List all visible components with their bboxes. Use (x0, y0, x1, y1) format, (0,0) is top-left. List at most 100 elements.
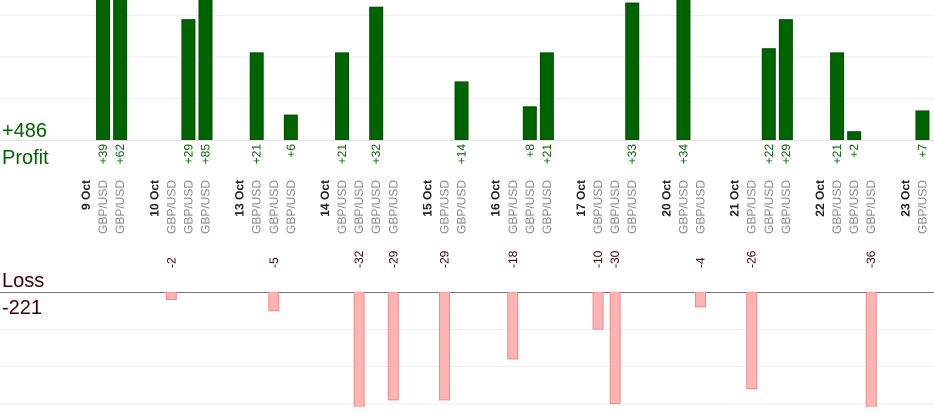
profit-value-label: +29 (779, 144, 793, 165)
profit-label: Profit (2, 147, 49, 169)
profit-value-label: +62 (113, 144, 127, 165)
profit-value-label: +34 (676, 144, 690, 165)
profit-bar (283, 114, 298, 140)
profit-bar (761, 48, 776, 140)
profit-value-label: +14 (455, 144, 469, 165)
loss-bar (695, 292, 707, 308)
profit-value-label: +33 (625, 144, 639, 165)
loss-bar (353, 292, 365, 407)
pair-label: GBP/USD (113, 180, 127, 234)
profit-bar (847, 131, 862, 140)
profit-bar (335, 52, 350, 140)
pair-label: GBP/USD (250, 180, 264, 234)
loss-bar (746, 292, 758, 390)
loss-value-label: -5 (267, 257, 281, 268)
loss-bar (592, 292, 604, 330)
profit-value-label: +21 (335, 144, 349, 165)
date-label: 17 Oct (574, 180, 588, 217)
pair-label: GBP/USD (437, 180, 451, 234)
loss-bar (438, 292, 450, 401)
pair-label: GBP/USD (369, 180, 383, 234)
pair-label: GBP/USD (352, 180, 366, 234)
profit-bar (830, 52, 845, 140)
loss-value-label: -32 (352, 250, 366, 268)
date-label: 16 Oct (489, 180, 503, 217)
pair-label: GBP/USD (591, 180, 605, 234)
date-label: 15 Oct (420, 180, 434, 217)
profit-value-label: +39 (96, 144, 110, 165)
pair-label: GBP/USD (267, 180, 281, 234)
profit-value-label: +21 (830, 144, 844, 165)
pair-label: GBP/USD (625, 180, 639, 234)
profit-bar (778, 19, 793, 140)
date-label: 13 Oct (233, 180, 247, 217)
loss-total: -221 (2, 297, 42, 319)
loss-bar (865, 292, 877, 407)
date-label: 21 Oct (728, 180, 742, 217)
date-label: 23 Oct (898, 180, 912, 217)
date-label: 10 Oct (147, 180, 161, 217)
pair-label: GBP/USD (335, 180, 349, 234)
profit-bar (249, 52, 264, 140)
pair-label: GBP/USD (284, 180, 298, 234)
loss-value-label: -26 (745, 250, 759, 268)
loss-value-label: -2 (164, 257, 178, 268)
pair-label: GBP/USD (676, 180, 690, 234)
profit-value-label: +29 (181, 144, 195, 165)
loss-value-label: -29 (437, 250, 451, 268)
profit-bar (915, 110, 930, 140)
loss-bar (387, 292, 399, 401)
date-label: 22 Oct (813, 180, 827, 217)
loss-value-label: -29 (386, 250, 400, 268)
pair-label: GBP/USD (386, 180, 400, 234)
profit-value-label: +2 (847, 144, 861, 158)
loss-bars (165, 292, 877, 407)
pair-label: GBP/USD (830, 180, 844, 234)
pair-label: GBP/USD (847, 180, 861, 234)
pair-label: GBP/USD (455, 180, 469, 234)
loss-bar (507, 292, 519, 360)
profit-value-label: +8 (523, 144, 537, 158)
pair-label: GBP/USD (745, 180, 759, 234)
loss-value-label: -10 (591, 250, 605, 268)
pair-label: GBP/USD (198, 180, 212, 234)
loss-bar (609, 292, 621, 405)
pair-label: GBP/USD (96, 180, 110, 234)
profit-bar (113, 0, 128, 140)
loss-label: Loss (2, 270, 44, 292)
loss-value-label: -36 (864, 250, 878, 268)
date-label: 9 Oct (79, 180, 93, 210)
profit-value-label: +7 (915, 144, 929, 158)
pair-label: GBP/USD (762, 180, 776, 234)
pair-label: GBP/USD (608, 180, 622, 234)
profit-bars (96, 0, 930, 140)
profit-bar (181, 19, 196, 140)
profit-bar (522, 106, 537, 140)
profit-bar (539, 52, 554, 140)
profit-value-label: +6 (284, 144, 298, 158)
profit-bar (96, 0, 111, 140)
profit-value-label: +85 (198, 144, 212, 165)
pair-label: GBP/USD (540, 180, 554, 234)
profit-value-label: +21 (250, 144, 264, 165)
profit-total: +486 (2, 120, 47, 142)
pair-label: GBP/USD (694, 180, 708, 234)
loss-value-label: -30 (608, 250, 622, 268)
pair-label: GBP/USD (523, 180, 537, 234)
date-label: 20 Oct (659, 180, 673, 217)
pair-label: GBP/USD (181, 180, 195, 234)
loss-value-label: -18 (506, 250, 520, 268)
profit-bar (369, 6, 384, 140)
loss-bar (268, 292, 280, 312)
pair-label: GBP/USD (864, 180, 878, 234)
profit-value-label: +21 (540, 144, 554, 165)
profit-bar (454, 81, 469, 140)
pair-label: GBP/USD (506, 180, 520, 234)
profit-bar (198, 0, 213, 140)
loss-value-label: -4 (694, 257, 708, 268)
profit-bar (676, 0, 691, 140)
pair-label: GBP/USD (915, 180, 929, 234)
pair-label: GBP/USD (779, 180, 793, 234)
